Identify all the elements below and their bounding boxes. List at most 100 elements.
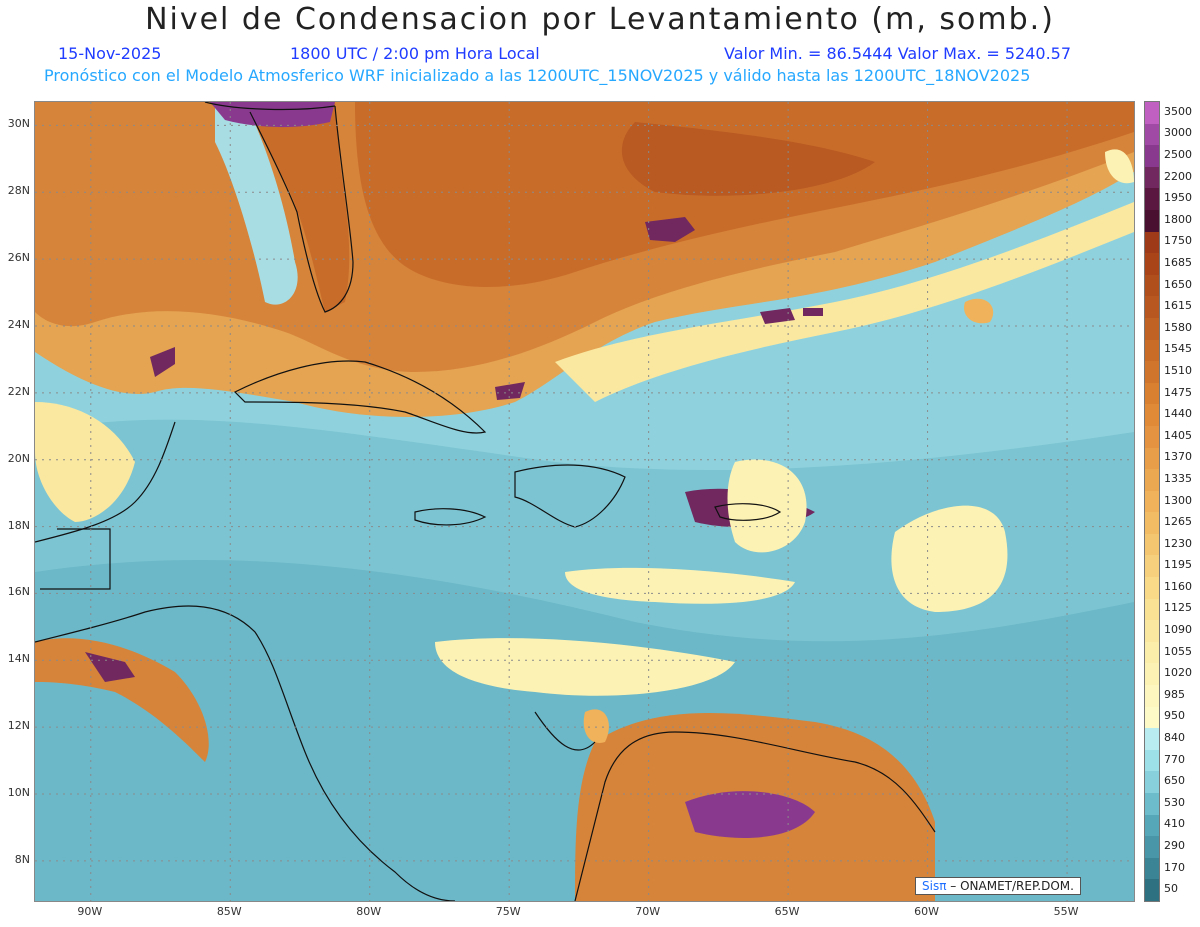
legend-label: 1440: [1164, 407, 1192, 421]
legend-swatch: [1145, 533, 1159, 556]
legend-label: 1300: [1164, 493, 1192, 507]
legend-label: 1475: [1164, 385, 1192, 399]
legend-swatch: [1145, 706, 1159, 729]
legend-label: 1950: [1164, 191, 1192, 205]
map-panel: [34, 101, 1135, 902]
legend-swatch: [1145, 814, 1159, 837]
legend-label: 1510: [1164, 363, 1192, 377]
legend-swatch: [1145, 555, 1159, 578]
legend-label: 50: [1164, 882, 1178, 896]
legend-swatch: [1145, 123, 1159, 146]
legend-label: 1090: [1164, 623, 1192, 637]
legend-swatch: [1145, 857, 1159, 880]
legend-swatch: [1145, 577, 1159, 600]
credit-text: – ONAMET/REP.DOM.: [950, 879, 1074, 893]
latitude-label: 8N: [14, 852, 30, 866]
legend-label: 1160: [1164, 579, 1192, 593]
longitude-label: 85W: [216, 905, 242, 918]
legend-swatch: [1145, 188, 1159, 211]
latitude-label: 20N: [7, 451, 30, 465]
legend-label: 2200: [1164, 169, 1192, 183]
legend-label: 530: [1164, 795, 1185, 809]
latitude-label: 14N: [7, 652, 30, 666]
legend-label: 1615: [1164, 299, 1192, 313]
page-title: Nivel de Condensacion por Levantamiento …: [145, 2, 1055, 37]
legend-swatch: [1145, 274, 1159, 297]
map-canvas: [35, 102, 1134, 901]
latitude-label: 30N: [7, 117, 30, 131]
legend-swatch: [1145, 641, 1159, 664]
longitude-label: 75W: [495, 905, 521, 918]
legend-swatch: [1145, 598, 1159, 621]
legend-label: 170: [1164, 860, 1185, 874]
legend-swatch: [1145, 209, 1159, 233]
legend-swatch: [1145, 469, 1159, 492]
latitude-label: 12N: [7, 719, 30, 733]
longitude-label: 60W: [914, 905, 940, 918]
legend-swatch: [1145, 490, 1159, 513]
legend-label: 1195: [1164, 558, 1192, 572]
legend-swatch: [1145, 685, 1159, 708]
latitude-label: 26N: [7, 251, 30, 265]
legend-swatch: [1145, 663, 1159, 686]
latitude-label: 22N: [7, 384, 30, 398]
legend-swatch: [1145, 512, 1159, 535]
longitude-label: 55W: [1053, 905, 1079, 918]
legend-swatch: [1145, 879, 1159, 902]
legend-swatch: [1145, 339, 1159, 362]
sispi-logo: Sisπ: [922, 879, 947, 893]
legend-swatch: [1145, 836, 1159, 859]
legend-label: 3000: [1164, 126, 1192, 140]
legend-swatch: [1145, 166, 1159, 189]
legend-label: 840: [1164, 731, 1185, 745]
legend-label: 3500: [1164, 104, 1192, 118]
legend-swatch: [1145, 771, 1159, 794]
legend-label: 1545: [1164, 342, 1192, 356]
latitude-label: 10N: [7, 786, 30, 800]
legend-swatch: [1145, 231, 1159, 254]
forecast-date: 15-Nov-2025: [58, 44, 162, 63]
longitude-label: 65W: [774, 905, 800, 918]
min-max-values: Valor Min. = 86.5444 Valor Max. = 5240.5…: [724, 44, 1072, 63]
longitude-label: 80W: [356, 905, 382, 918]
credit-box: Sisπ – ONAMET/REP.DOM.: [915, 877, 1081, 895]
legend-swatch: [1145, 793, 1159, 816]
longitude-label: 90W: [77, 905, 103, 918]
latitude-label: 18N: [7, 518, 30, 532]
legend-label: 1020: [1164, 666, 1192, 680]
legend-swatch: [1145, 728, 1159, 751]
legend-swatch: [1145, 102, 1159, 125]
legend-label: 1265: [1164, 515, 1192, 529]
legend-label: 1370: [1164, 450, 1192, 464]
legend-label: 1750: [1164, 234, 1192, 248]
legend-label: 1405: [1164, 428, 1192, 442]
legend-swatch: [1145, 749, 1159, 772]
legend-label: 770: [1164, 752, 1185, 766]
forecast-time: 1800 UTC / 2:00 pm Hora Local: [290, 44, 540, 63]
legend-label: 410: [1164, 817, 1185, 831]
legend-label: 290: [1164, 839, 1185, 852]
legend-label: 1125: [1164, 601, 1192, 615]
legend-label: 950: [1164, 709, 1185, 723]
latitude-label: 24N: [7, 317, 30, 331]
legend-swatch: [1145, 296, 1159, 319]
legend-label: 2500: [1164, 147, 1192, 161]
legend-swatch: [1145, 447, 1159, 470]
longitude-label: 70W: [635, 905, 661, 918]
legend-label: 1230: [1164, 536, 1192, 550]
legend-label: 1650: [1164, 277, 1192, 291]
legend-swatch: [1145, 404, 1159, 427]
latitude-label: 28N: [7, 184, 30, 198]
legend-label: 1800: [1164, 212, 1192, 226]
color-legend-bar: [1144, 101, 1160, 902]
legend-label: 1335: [1164, 471, 1192, 485]
legend-label: 985: [1164, 687, 1185, 701]
legend-swatch: [1145, 425, 1159, 448]
legend-swatch: [1145, 253, 1159, 276]
legend-swatch: [1145, 145, 1159, 168]
legend-label: 650: [1164, 774, 1185, 788]
legend-swatch: [1145, 317, 1159, 341]
legend-swatch: [1145, 361, 1159, 384]
legend-swatch: [1145, 382, 1159, 405]
legend-swatch: [1145, 620, 1159, 643]
